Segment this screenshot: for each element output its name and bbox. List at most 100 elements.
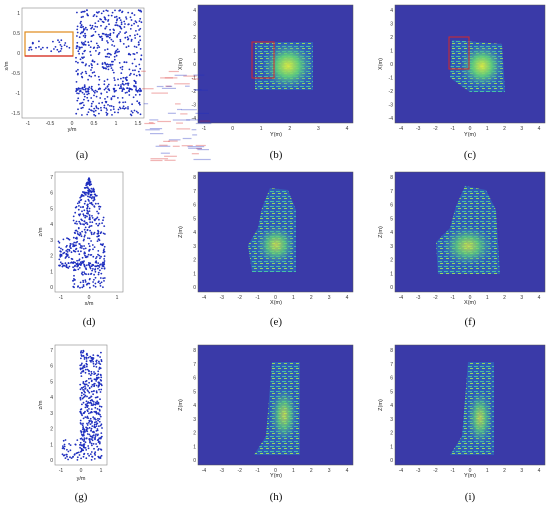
scatter-point (111, 60, 113, 63)
scatter-point (75, 248, 77, 251)
scatter-point (97, 75, 100, 78)
scatter-point (81, 87, 83, 90)
scatter-point (97, 412, 100, 415)
scatter-point (97, 386, 100, 388)
scatter-point (124, 77, 127, 79)
scatter-point (94, 261, 97, 264)
scatter-point (130, 19, 133, 21)
scatter-point (129, 34, 132, 37)
scatter-point (72, 261, 74, 264)
scatter-point (91, 357, 94, 359)
scatter-point (99, 87, 102, 90)
scatter-point (89, 202, 91, 205)
panel-g-xtick: 0 (80, 468, 83, 474)
panel-g-ytick: 5 (50, 379, 53, 385)
scatter-point (82, 449, 85, 452)
panel-h-ytick: 3 (193, 417, 196, 423)
scatter-point (122, 107, 124, 110)
scatter-point (120, 72, 123, 74)
scatter-point (82, 25, 84, 28)
panel-f-xtick: -4 (399, 295, 404, 301)
scatter-point (105, 25, 108, 28)
scatter-point (89, 377, 92, 380)
panel-a-points (28, 9, 143, 117)
scatter-point (84, 254, 86, 257)
scatter-point (118, 101, 121, 104)
scatter-point (93, 205, 96, 208)
scatter-point (95, 106, 98, 109)
scatter-point (90, 265, 93, 268)
scatter-point (113, 77, 116, 79)
scatter-point (102, 32, 105, 35)
panel-a-ytick: -0.5 (11, 71, 20, 77)
scatter-point (93, 246, 96, 249)
scatter-point (106, 112, 109, 115)
scatter-point (100, 231, 103, 234)
overlay-fragment (192, 78, 199, 80)
panel-h-ytick: 5 (193, 389, 196, 395)
scatter-point (67, 450, 70, 453)
scatter-point (99, 367, 102, 370)
scatter-point (118, 62, 121, 64)
panel-h-ytick: 0 (193, 458, 196, 464)
scatter-point (139, 87, 141, 90)
scatter-point (35, 46, 37, 49)
scatter-point (120, 21, 123, 24)
scatter-point (69, 243, 72, 245)
scatter-point (81, 114, 83, 116)
scatter-point (94, 265, 96, 267)
scatter-point (119, 19, 122, 21)
scatter-point (79, 233, 82, 236)
scatter-point (93, 418, 96, 420)
scatter-point (101, 66, 104, 68)
scatter-point (57, 240, 60, 243)
scatter-point (88, 412, 90, 415)
scatter-point (79, 383, 82, 386)
scatter-point (82, 422, 84, 425)
scatter-point (78, 48, 81, 50)
scatter-point (91, 269, 93, 272)
scatter-point (99, 379, 102, 381)
scatter-point (96, 240, 99, 243)
scatter-point (79, 364, 82, 367)
scatter-point (87, 237, 89, 240)
panel-c-xtick: -3 (416, 126, 421, 132)
panel-a-xtick: 0 (71, 121, 74, 127)
scatter-point (99, 277, 102, 279)
scatter-point (88, 381, 90, 384)
scatter-point (81, 46, 83, 49)
scatter-point (83, 235, 86, 238)
scatter-point (95, 222, 98, 225)
scatter-point (79, 89, 82, 92)
scatter-point (87, 273, 90, 276)
scatter-point (106, 40, 108, 42)
panel-f-ytick: 7 (390, 189, 393, 195)
scatter-point (81, 424, 84, 427)
scatter-point (73, 279, 76, 281)
scatter-point (81, 61, 83, 64)
scatter-point (88, 188, 91, 191)
scatter-point (75, 47, 78, 49)
scatter-point (105, 35, 108, 38)
scatter-point (94, 403, 97, 406)
panel-e-xtick: -1 (255, 295, 260, 301)
panel-b-ytick: 3 (193, 22, 196, 28)
scatter-point (76, 73, 79, 76)
panel-b-ytick: -2 (192, 89, 197, 95)
scatter-point (111, 114, 113, 116)
scatter-point (92, 90, 95, 93)
scatter-point (135, 65, 138, 68)
scatter-point (94, 282, 97, 285)
scatter-point (76, 202, 79, 205)
panel-h-xtick: -1 (255, 468, 260, 474)
panel-f-xtick: -3 (416, 295, 421, 301)
scatter-point (103, 258, 105, 260)
scatter-point (88, 74, 91, 77)
scatter-point (98, 112, 100, 115)
scatter-point (120, 84, 122, 86)
scatter-point (74, 206, 77, 209)
scatter-point (83, 42, 85, 44)
scatter-point (75, 56, 77, 59)
scatter-point (123, 83, 125, 86)
scatter-point (103, 83, 106, 86)
